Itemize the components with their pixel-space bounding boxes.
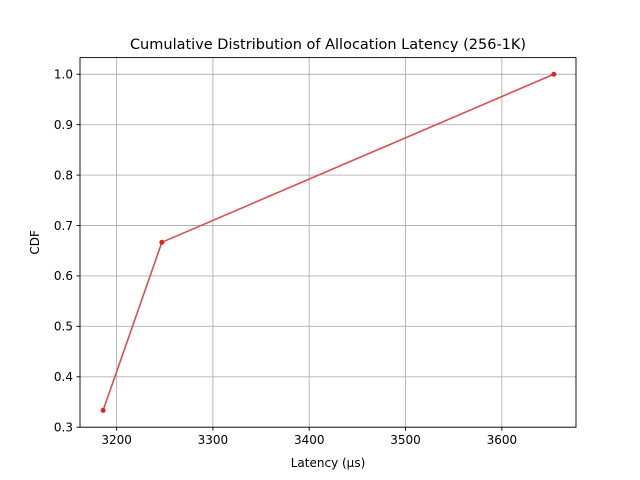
chart-title: Cumulative Distribution of Allocation La… <box>130 37 526 53</box>
y-axis-ticks: 0.3 0.4 0.5 0.6 0.7 0.8 0.9 1.0 <box>54 68 80 435</box>
x-tick-label: 3400 <box>294 433 325 447</box>
y-tick-label: 0.4 <box>54 370 73 384</box>
x-axis-ticks: 3200 3300 3400 3500 3600 <box>101 427 517 447</box>
cdf-data-point <box>551 71 557 77</box>
y-tick-label: 0.6 <box>54 269 73 283</box>
plot-frame <box>79 57 577 428</box>
series-layer <box>100 71 557 413</box>
cdf-data-point <box>159 239 165 245</box>
y-tick-label: 0.8 <box>54 168 73 182</box>
y-axis-label: CDF <box>28 230 42 255</box>
x-tick-label: 3200 <box>101 433 132 447</box>
y-tick-label: 0.3 <box>54 421 73 435</box>
y-tick-label: 0.7 <box>54 219 73 233</box>
x-axis-label: Latency (µs) <box>291 456 366 470</box>
cdf-data-point <box>100 407 106 413</box>
y-tick-label: 1.0 <box>54 68 73 82</box>
y-tick-label: 0.5 <box>54 320 73 334</box>
y-tick-label: 0.9 <box>54 118 73 132</box>
x-tick-label: 3600 <box>487 433 518 447</box>
x-tick-label: 3300 <box>198 433 229 447</box>
x-tick-label: 3500 <box>390 433 421 447</box>
